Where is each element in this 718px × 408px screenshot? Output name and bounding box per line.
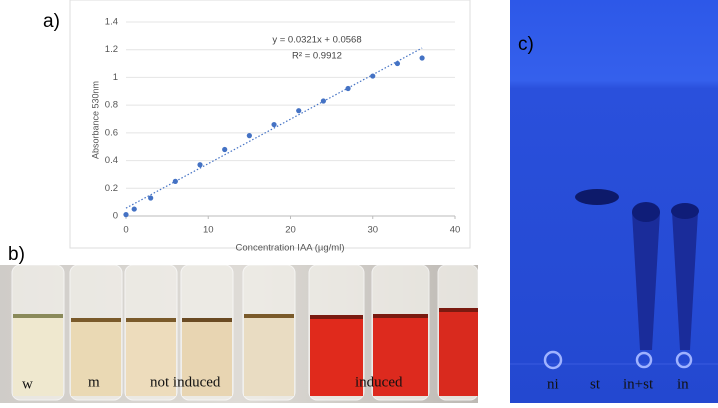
data-point [222,146,228,153]
data-point [148,195,154,201]
trend-r2: R² = 0.9912 [292,51,342,62]
data-point [246,133,252,139]
photo-label: in [677,376,689,392]
data-point [394,60,401,67]
panel-label: c) [518,34,534,55]
x-tick-label: 10 [203,225,214,236]
y-tick-label: 1.2 [105,44,118,55]
x-tick-label: 40 [450,225,461,236]
data-point [197,162,203,168]
data-point [320,98,326,104]
photo-label: not induced [150,374,221,390]
data-point [296,108,302,114]
y-tick-label: 0.2 [105,183,118,194]
trend-equation: y = 0.0321x + 0.0568 [272,35,361,46]
x-tick-label: 30 [367,225,378,236]
data-point [419,55,425,61]
y-tick-label: 0.8 [105,100,118,111]
x-tick-label: 0 [123,225,128,236]
data-point [131,206,137,212]
data-point [172,178,178,184]
chart-frame [69,0,471,249]
photo-label: ni [547,376,559,392]
y-tick-label: 1 [113,72,118,83]
photo-label: st [590,376,601,392]
data-point [123,212,129,218]
photo-label: w [22,376,33,392]
data-point [345,85,351,92]
panel-label: a) [43,11,60,32]
data-point [370,73,376,79]
y-tick-label: 0 [113,211,118,222]
y-axis-label: Absorbance 530nm [90,81,100,159]
panel-label: b) [8,244,25,265]
x-axis-label: Concentration IAA (µg/ml) [236,243,345,254]
y-tick-label: 0.6 [105,127,118,138]
photo-label: m [88,374,100,390]
photo-label: in+st [623,376,654,392]
tlc-plate [510,0,718,403]
x-tick-label: 20 [285,225,296,236]
photo-label: induced [355,374,403,390]
data-point [271,121,277,128]
y-tick-label: 1.4 [105,17,118,28]
y-tick-label: 0.4 [105,155,118,166]
tube-photo [0,264,479,403]
